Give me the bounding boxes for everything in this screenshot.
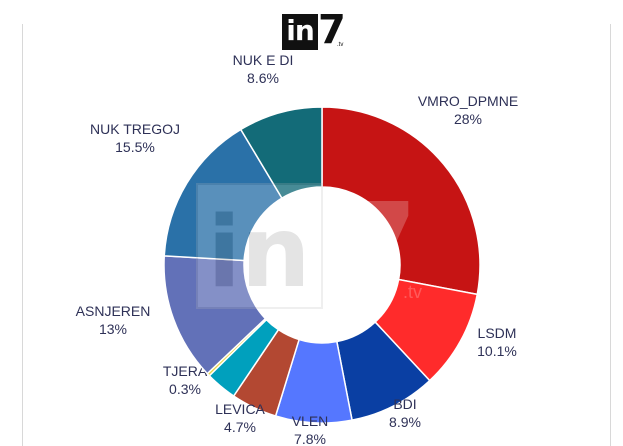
svg-text:7: 7	[322, 174, 419, 337]
logo-seven: 7	[318, 7, 346, 53]
slice-label-name: NUK E DI	[233, 52, 294, 68]
donut-hole	[244, 187, 400, 343]
slice-label-name: NUK TREGOJ	[90, 121, 180, 137]
slice-label-name: ASNJEREN	[76, 303, 151, 319]
slice-label-name: BDI	[393, 396, 416, 412]
slice-label-name: LEVICA	[215, 401, 265, 417]
slice-label-value: 10.1%	[477, 343, 517, 359]
watermark-logo: in 7.tv	[196, 174, 422, 337]
slice-label-value: 15.5%	[115, 139, 155, 155]
in7-logo: in 7 .tv	[282, 10, 346, 52]
slice-label-name: VLEN	[292, 413, 329, 429]
slice-label-value: 7.8%	[294, 431, 326, 446]
slice-label-value: 13%	[99, 321, 127, 337]
slice-label-value: 28%	[454, 111, 482, 127]
slice-label-value: 0.3%	[169, 381, 201, 397]
frame-line-left	[22, 24, 23, 446]
slice-label-value: 8.9%	[389, 414, 421, 430]
frame-line-right	[610, 24, 611, 446]
slice-label-name: LSDM	[478, 325, 517, 341]
svg-text:.tv: .tv	[403, 282, 422, 302]
logo-in-box: in	[282, 14, 318, 50]
slice-label-name: VMRO_DPMNE	[418, 93, 518, 109]
slice-label-value: 8.6%	[247, 70, 279, 86]
svg-text:in: in	[207, 196, 310, 310]
logo-tv: .tv	[337, 42, 344, 48]
slice-label-value: 4.7%	[224, 419, 256, 435]
slice-label-name: TJERA	[163, 363, 208, 379]
